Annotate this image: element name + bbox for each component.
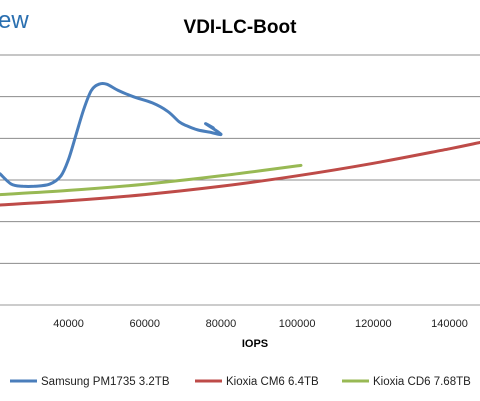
legend-label: Kioxia CM6 6.4TB bbox=[226, 376, 319, 388]
x-tick-label: 140000 bbox=[431, 318, 468, 330]
x-tick-label: 120000 bbox=[355, 318, 392, 330]
x-tick-label: 100000 bbox=[279, 318, 316, 330]
series-line-1 bbox=[0, 141, 480, 207]
x-axis-label: IOPS bbox=[242, 338, 268, 350]
series-line-0 bbox=[0, 81, 223, 189]
legend-label: Samsung PM1735 3.2TB bbox=[41, 376, 170, 388]
brand-text: ew bbox=[0, 7, 29, 34]
series-line-2 bbox=[0, 163, 303, 197]
x-tick-label: 60000 bbox=[129, 318, 160, 330]
legend-label: Kioxia CD6 7.68TB bbox=[373, 376, 471, 388]
legend: Samsung PM1735 3.2TB Kioxia CM6 6.4TB Kiox… bbox=[10, 376, 471, 388]
x-tick-label: 40000 bbox=[53, 318, 84, 330]
series-lines bbox=[0, 81, 480, 207]
gridlines bbox=[0, 54, 480, 306]
x-axis: 40000 60000 80000 100000 120000 140000 bbox=[53, 318, 468, 330]
x-tick-label: 80000 bbox=[206, 318, 237, 330]
chart-title: VDI-LC-Boot bbox=[184, 17, 298, 38]
